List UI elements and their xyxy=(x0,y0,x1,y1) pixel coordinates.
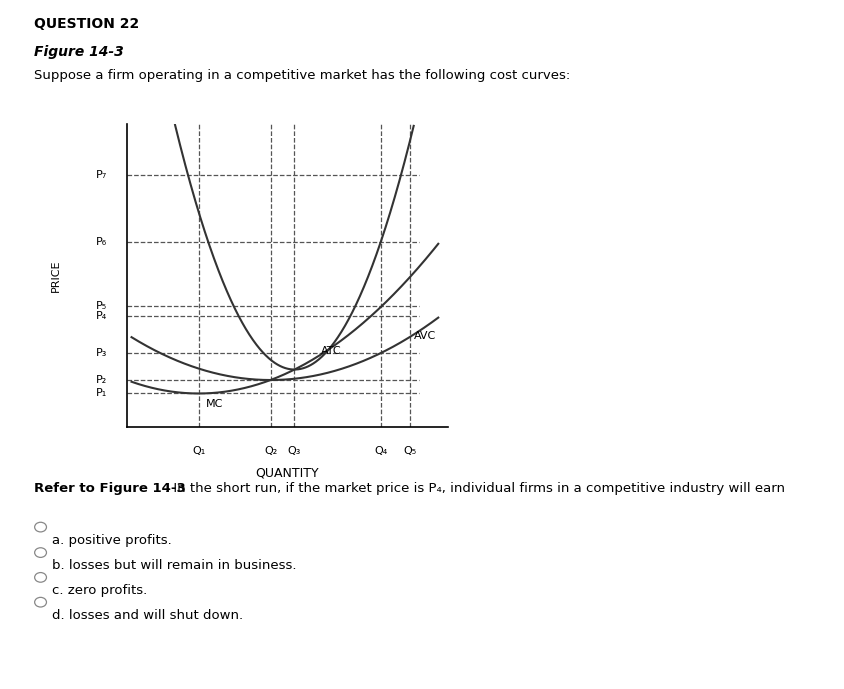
Text: PRICE: PRICE xyxy=(51,259,61,292)
Text: P₅: P₅ xyxy=(96,301,107,311)
Text: Suppose a firm operating in a competitive market has the following cost curves:: Suppose a firm operating in a competitiv… xyxy=(34,69,570,82)
Text: P₂: P₂ xyxy=(96,375,107,385)
Text: . In the short run, if the market price is P₄, individual firms in a competitive: . In the short run, if the market price … xyxy=(165,482,784,495)
Text: AVC: AVC xyxy=(414,331,436,340)
Text: Refer to Figure 14-3: Refer to Figure 14-3 xyxy=(34,482,186,495)
Text: c. zero profits.: c. zero profits. xyxy=(52,584,148,597)
Text: P₇: P₇ xyxy=(96,169,107,180)
Text: P₆: P₆ xyxy=(96,237,107,247)
Text: QUANTITY: QUANTITY xyxy=(255,466,319,480)
Text: P₁: P₁ xyxy=(96,389,107,398)
Text: Q₅: Q₅ xyxy=(403,446,415,455)
Text: P₃: P₃ xyxy=(96,348,107,358)
Text: Figure 14-3: Figure 14-3 xyxy=(34,45,123,59)
Text: a. positive profits.: a. positive profits. xyxy=(52,534,172,547)
Text: Q₄: Q₄ xyxy=(374,446,387,455)
Text: MC: MC xyxy=(206,399,223,409)
Text: Q₃: Q₃ xyxy=(288,446,300,455)
Text: QUESTION 22: QUESTION 22 xyxy=(34,17,139,31)
Text: Q₂: Q₂ xyxy=(263,446,277,455)
Text: d. losses and will shut down.: d. losses and will shut down. xyxy=(52,609,243,622)
Text: b. losses but will remain in business.: b. losses but will remain in business. xyxy=(52,559,296,573)
Text: P₄: P₄ xyxy=(96,311,107,321)
Text: ATC: ATC xyxy=(321,347,341,356)
Text: Q₁: Q₁ xyxy=(192,446,205,455)
